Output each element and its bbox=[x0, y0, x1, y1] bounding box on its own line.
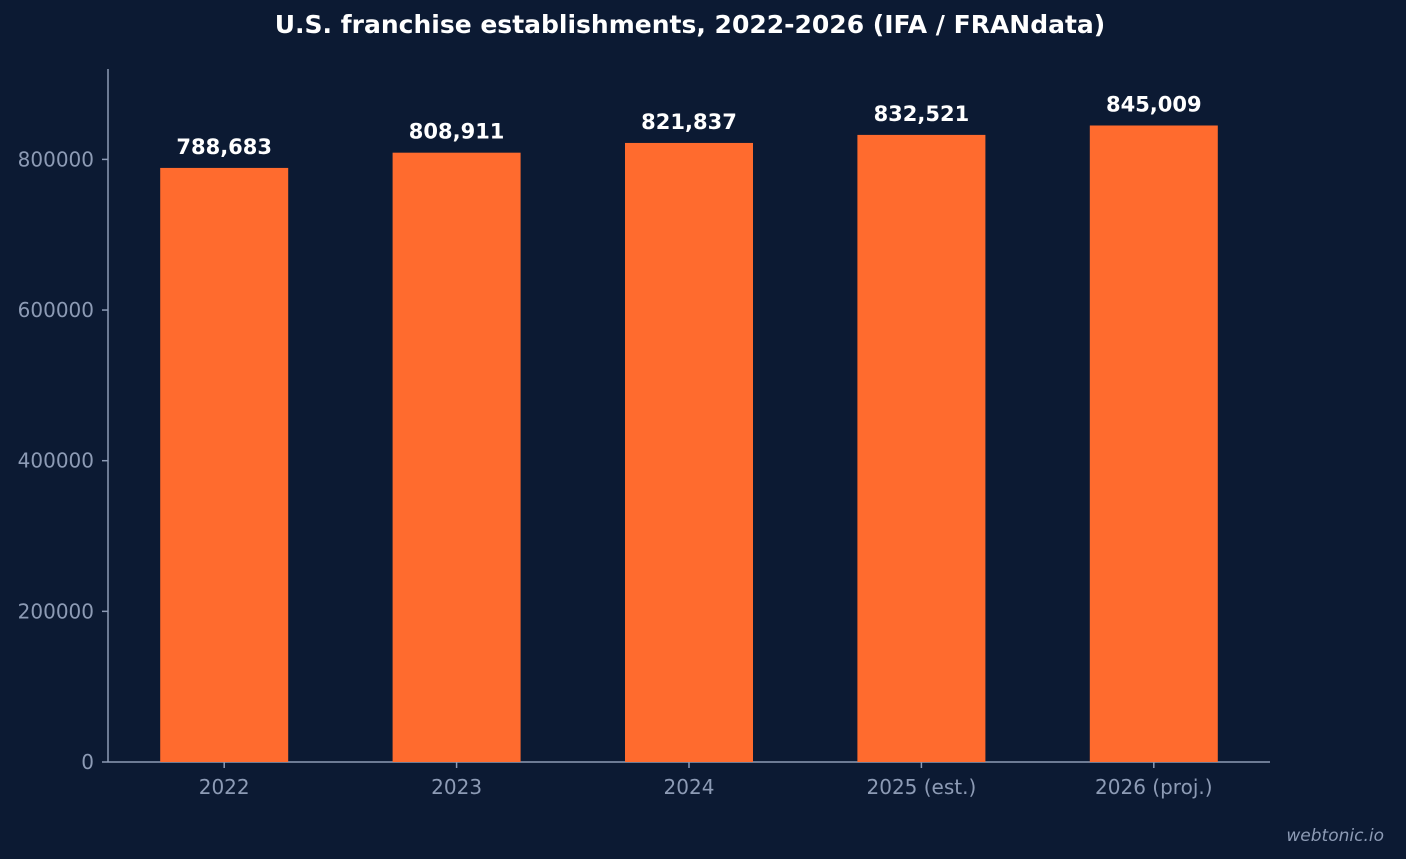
x-tick-label: 2025 (est.) bbox=[867, 775, 977, 799]
y-tick-label: 0 bbox=[81, 750, 94, 774]
bar-value-label: 808,911 bbox=[409, 120, 505, 144]
bar bbox=[160, 167, 289, 762]
chart-title: U.S. franchise establishments, 2022-2026… bbox=[274, 10, 1106, 39]
x-tick-label: 2023 bbox=[431, 775, 482, 799]
bar-value-label: 832,521 bbox=[874, 102, 970, 126]
watermark: webtonic.io bbox=[1286, 826, 1384, 846]
bar bbox=[625, 142, 753, 762]
bar-value-label: 845,009 bbox=[1106, 92, 1202, 116]
bar bbox=[392, 152, 521, 762]
y-tick-label: 800000 bbox=[18, 147, 94, 171]
x-tick-label: 2024 bbox=[664, 775, 715, 799]
x-tick-label: 2026 (proj.) bbox=[1095, 775, 1213, 799]
bar bbox=[1089, 125, 1218, 762]
x-tick-label: 2022 bbox=[199, 775, 250, 799]
bar-value-label: 821,837 bbox=[641, 110, 737, 134]
bar bbox=[857, 134, 986, 762]
bar-value-label: 788,683 bbox=[176, 135, 272, 159]
y-tick-label: 200000 bbox=[18, 599, 94, 623]
y-tick-label: 600000 bbox=[18, 298, 94, 322]
y-tick-label: 400000 bbox=[18, 449, 94, 473]
